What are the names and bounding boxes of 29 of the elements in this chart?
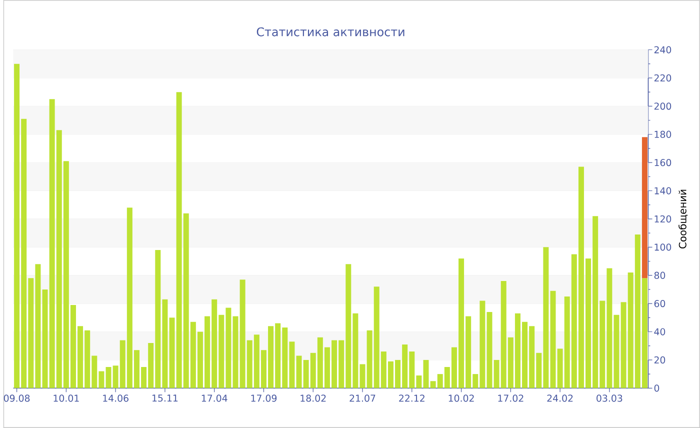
x-tick-label: 17.09	[251, 394, 277, 402]
x-tick-label: 22.12	[399, 394, 424, 402]
bar	[642, 137, 648, 278]
y-tick-label: 220	[654, 74, 672, 82]
x-tick-label: 10.02	[448, 394, 474, 402]
x-tick-label: 10.01	[54, 394, 79, 402]
y-tick-label: 200	[654, 102, 672, 110]
y-tick-label: 120	[654, 215, 672, 223]
y-tick-label: 0	[654, 384, 660, 392]
x-tick-label: 17.02	[498, 394, 524, 402]
x-tick-label: 24.02	[547, 394, 573, 402]
chart-title: Статистика активности	[256, 27, 404, 36]
y-tick-label: 20	[654, 356, 666, 364]
y-tick-label: 140	[654, 187, 672, 194]
y-tick-label: 80	[654, 272, 666, 279]
x-tick-label: 21.07	[350, 394, 376, 402]
y-tick-label: 160	[654, 159, 672, 166]
x-tick-label: 03.03	[596, 394, 622, 402]
y-tick-label: 180	[654, 130, 672, 138]
y-tick-label: 40	[654, 328, 666, 336]
x-tick-label: 14.06	[103, 394, 128, 402]
x-tick-label: 17.04	[202, 394, 228, 402]
y-tick-label: 240	[654, 46, 672, 54]
y-tick-label: 60	[654, 300, 666, 308]
x-tick-label: 15.11	[152, 394, 178, 402]
x-tick-label: 18.02	[300, 394, 326, 402]
x-tick-label: 09.08	[4, 394, 30, 402]
y-axis-title: Сообщений	[678, 190, 688, 248]
y-tick-label: 100	[654, 244, 672, 251]
